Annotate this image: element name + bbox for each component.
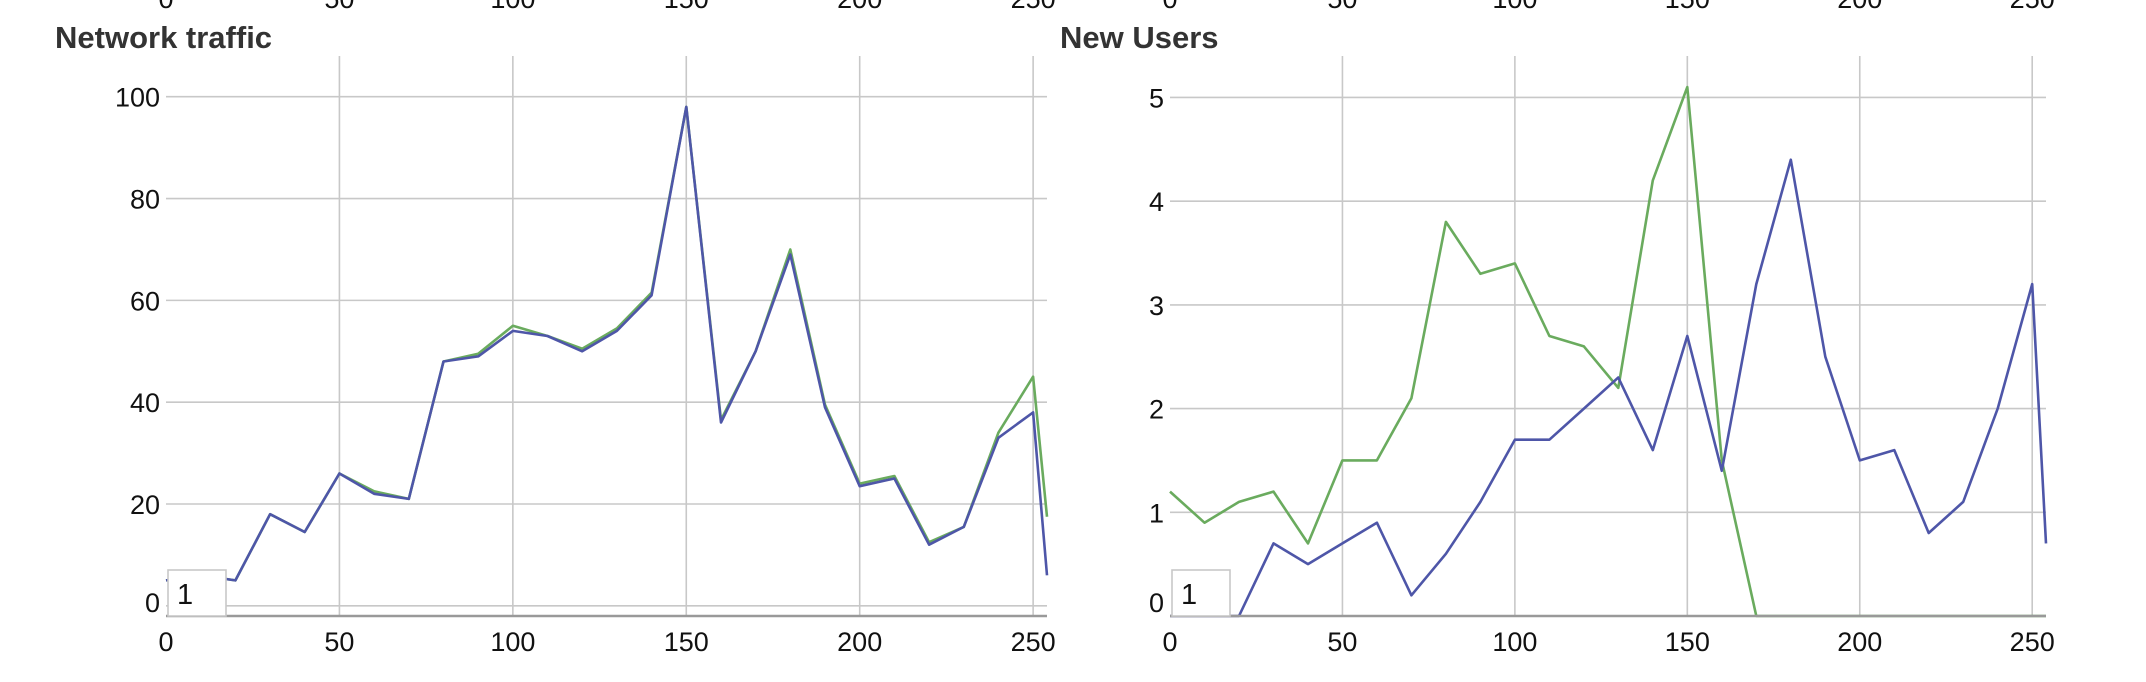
y-tick-label: 0 — [145, 588, 160, 618]
top-tick-label: 250 — [1011, 0, 1056, 14]
y-tick-label: 4 — [1149, 187, 1164, 217]
top-tick-label: 50 — [324, 0, 354, 14]
chart-title: Network traffic — [55, 20, 272, 55]
y-tick-label: 1 — [1149, 498, 1164, 528]
top-tick-labels: 0 50 100 150 200 250 — [158, 0, 1055, 14]
top-tick-label: 0 — [1162, 0, 1177, 14]
index-box-value: 1 — [1181, 579, 1197, 611]
top-tick-labels: 0 50 100 150 200 250 — [1162, 0, 2054, 14]
x-tick-label: 100 — [1492, 627, 1537, 657]
chart-network-traffic: Network traffic 0 50 100 150 200 250020406080… — [55, 0, 1056, 657]
top-tick-label: 250 — [2010, 0, 2055, 14]
y-tick-label: 3 — [1149, 291, 1164, 321]
top-tick-label: 0 — [158, 0, 173, 14]
chart-title: New Users — [1060, 20, 1219, 55]
x-tick-label: 100 — [490, 627, 535, 657]
series-line — [1170, 158, 2048, 618]
series-lines — [165, 105, 1049, 582]
grid — [166, 56, 1047, 616]
y-tick-label: 60 — [130, 286, 160, 316]
x-tick-label: 200 — [1837, 627, 1882, 657]
x-tick-label: 50 — [324, 627, 354, 657]
series-line — [165, 105, 1049, 582]
series-lines — [1169, 85, 2048, 618]
index-box-value: 1 — [177, 579, 193, 611]
series-line — [1169, 85, 2046, 618]
top-tick-label: 100 — [1492, 0, 1537, 14]
x-tick-label: 0 — [158, 627, 173, 657]
top-tick-label: 200 — [837, 0, 882, 14]
x-tick-label: 50 — [1327, 627, 1357, 657]
top-tick-label: 100 — [490, 0, 535, 14]
y-tick-label: 2 — [1149, 395, 1164, 425]
y-tick-label: 80 — [130, 185, 160, 215]
x-tick-label: 250 — [2010, 627, 2055, 657]
y-tick-label: 5 — [1149, 83, 1164, 113]
index-box[interactable]: 1 — [1171, 569, 1231, 617]
top-tick-label: 200 — [1837, 0, 1882, 14]
x-tick-label: 0 — [1162, 627, 1177, 657]
x-tick-label: 150 — [664, 627, 709, 657]
index-box-frame[interactable] — [167, 569, 227, 617]
index-box[interactable]: 1 — [167, 569, 227, 617]
x-tick-label: 200 — [837, 627, 882, 657]
x-tick-label: 250 — [1011, 627, 1056, 657]
y-tick-label: 40 — [130, 388, 160, 418]
top-tick-label: 150 — [664, 0, 709, 14]
index-box-frame[interactable] — [1171, 569, 1231, 617]
y-tick-label: 0 — [1149, 588, 1164, 618]
tick-labels: 0 50 100 150 200 250 0 20 40 60 80 100 — [115, 83, 1056, 657]
top-tick-label: 50 — [1327, 0, 1357, 14]
top-tick-label: 150 — [1665, 0, 1710, 14]
x-tick-label: 150 — [1665, 627, 1710, 657]
y-tick-label: 20 — [130, 490, 160, 520]
series-line — [165, 105, 1049, 582]
grid — [1170, 56, 2046, 616]
y-tick-label: 100 — [115, 83, 160, 113]
